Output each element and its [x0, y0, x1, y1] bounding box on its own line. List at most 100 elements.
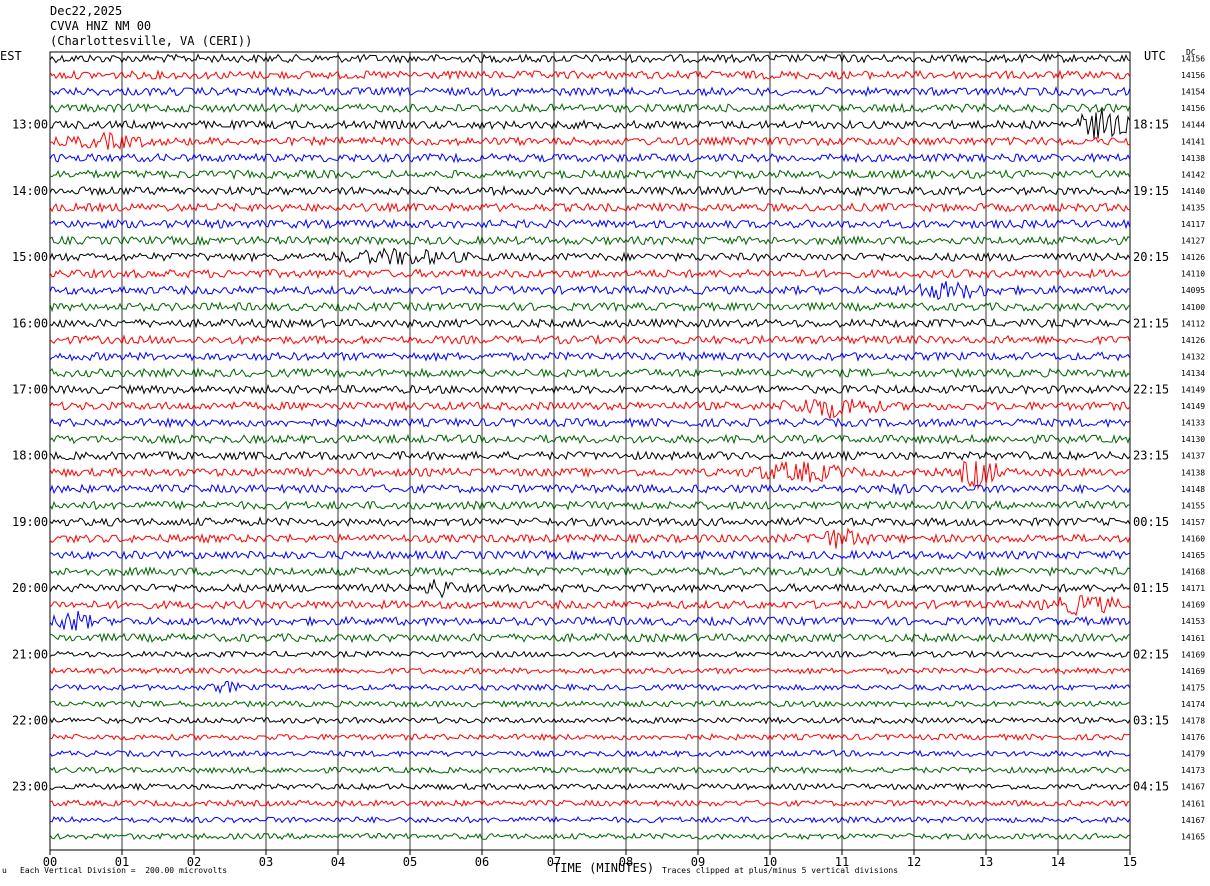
est-hour-label: 22:00 [12, 714, 48, 728]
left-timezone-label: EST [0, 49, 22, 63]
dc-offset-label: 14126 [1181, 253, 1205, 262]
trace-row [49, 168, 1131, 181]
trace-row [49, 234, 1131, 247]
dc-column-label: DC [1186, 48, 1196, 57]
x-tick-label: 08 [619, 855, 633, 869]
trace-row [49, 566, 1131, 578]
x-axis-label: TIME (MINUTES) [553, 861, 655, 875]
dc-offset-label: 14148 [1181, 485, 1205, 494]
trace-row [49, 499, 1131, 511]
trace-row [49, 185, 1131, 197]
trace-row [49, 483, 1131, 496]
scale-note: Each Vertical Division = 200.00 microvol… [20, 866, 228, 875]
x-tick-label: 15 [1123, 855, 1137, 869]
x-tick-label: 09 [691, 855, 705, 869]
dc-offset-label: 14110 [1181, 270, 1205, 279]
dc-offset-label: 14141 [1181, 137, 1205, 146]
trace-row [49, 102, 1131, 114]
dc-offset-label: 14161 [1181, 634, 1205, 643]
trace-row [49, 317, 1131, 329]
trace-row [49, 732, 1131, 742]
utc-hour-label: 21:15 [1133, 316, 1169, 330]
dc-offset-label: 14169 [1181, 601, 1205, 610]
est-hour-label: 20:00 [12, 581, 48, 595]
x-tick-label: 12 [907, 855, 921, 869]
x-tick-label: 14 [1051, 855, 1065, 869]
utc-hour-label: 04:15 [1133, 780, 1169, 794]
trace-row [49, 398, 1131, 421]
dc-offset-label: 14126 [1181, 336, 1205, 345]
utc-hour-label: 03:15 [1133, 714, 1169, 728]
plot-frame [49, 51, 1131, 851]
dc-offset-label: 14149 [1181, 386, 1205, 395]
dc-offset-label: 14156 [1181, 104, 1205, 113]
dc-offset-label: 14175 [1181, 683, 1205, 692]
x-tick-label: 06 [475, 855, 489, 869]
est-hour-label: 21:00 [12, 647, 48, 661]
dc-offset-label: 14168 [1181, 568, 1205, 577]
header-location: (Charlottesville, VA (CERI)) [50, 34, 253, 48]
utc-hour-label: 18:15 [1133, 118, 1169, 132]
dc-offset-label: 14174 [1181, 700, 1205, 709]
x-tick-label: 00 [43, 855, 57, 869]
x-tick-label: 07 [547, 855, 561, 869]
dc-offset-label: 14160 [1181, 534, 1205, 543]
utc-hour-label: 22:15 [1133, 383, 1169, 397]
x-tick-label: 13 [979, 855, 993, 869]
trace-row [49, 267, 1131, 280]
dc-offset-label: 14154 [1181, 88, 1205, 97]
header-station: CVVA HNZ NM 00 [50, 19, 152, 33]
trace-row [49, 85, 1131, 98]
x-tick-label: 04 [331, 855, 345, 869]
est-hour-label: 19:00 [12, 515, 48, 529]
trace-row [49, 460, 1131, 491]
trace-row [49, 699, 1131, 708]
dc-offset-label: 14156 [1181, 55, 1205, 64]
dc-offset-label: 14178 [1181, 717, 1205, 726]
trace-row [49, 201, 1131, 214]
trace-row [49, 782, 1131, 792]
corner-mark: u [2, 866, 7, 875]
dc-offset-label: 14165 [1181, 832, 1205, 841]
clip-note: Traces clipped at plus/minus 5 vertical … [662, 866, 899, 875]
utc-hour-label: 23:15 [1133, 449, 1169, 463]
dc-offset-label: 14137 [1181, 452, 1205, 461]
x-tick-label: 01 [115, 855, 129, 869]
dc-offset-label: 14133 [1181, 419, 1205, 428]
trace-row [49, 815, 1131, 824]
trace-row [49, 716, 1131, 725]
est-hour-label: 18:00 [12, 449, 48, 463]
dc-offset-label: 14130 [1181, 435, 1205, 444]
dc-offset-label: 14155 [1181, 501, 1205, 510]
trace-row [49, 749, 1131, 758]
dc-offset-label: 14132 [1181, 352, 1205, 361]
trace-row [49, 367, 1131, 379]
dc-offset-label: 14144 [1181, 121, 1205, 130]
x-tick-label: 11 [835, 855, 849, 869]
trace-row [49, 131, 1131, 150]
dc-offset-label: 14138 [1181, 154, 1205, 163]
dc-offset-label: 14156 [1181, 71, 1205, 80]
header-date: Dec22,2025 [50, 4, 123, 18]
dc-offset-label: 14173 [1181, 766, 1205, 775]
x-tick-label: 05 [403, 855, 417, 869]
est-hour-label: 14:00 [12, 184, 48, 198]
trace-row [49, 281, 1131, 301]
dc-offset-label: 14179 [1181, 750, 1205, 759]
trace-row [49, 549, 1131, 561]
dc-offset-label: 14140 [1181, 187, 1205, 196]
trace-row [49, 247, 1131, 266]
dc-offset-label: 14165 [1181, 551, 1205, 560]
trace-row [49, 579, 1131, 599]
trace-row [49, 383, 1131, 396]
trace-row [49, 832, 1131, 841]
dc-offset-label: 14134 [1181, 369, 1205, 378]
dc-offset-label: 14095 [1181, 286, 1205, 295]
dc-offset-label: 14153 [1181, 617, 1205, 626]
trace-row [49, 69, 1131, 81]
est-hour-label: 15:00 [12, 250, 48, 264]
trace-row [49, 152, 1131, 164]
trace-row [49, 766, 1131, 775]
x-tick-label: 02 [187, 855, 201, 869]
trace-row [49, 527, 1131, 549]
